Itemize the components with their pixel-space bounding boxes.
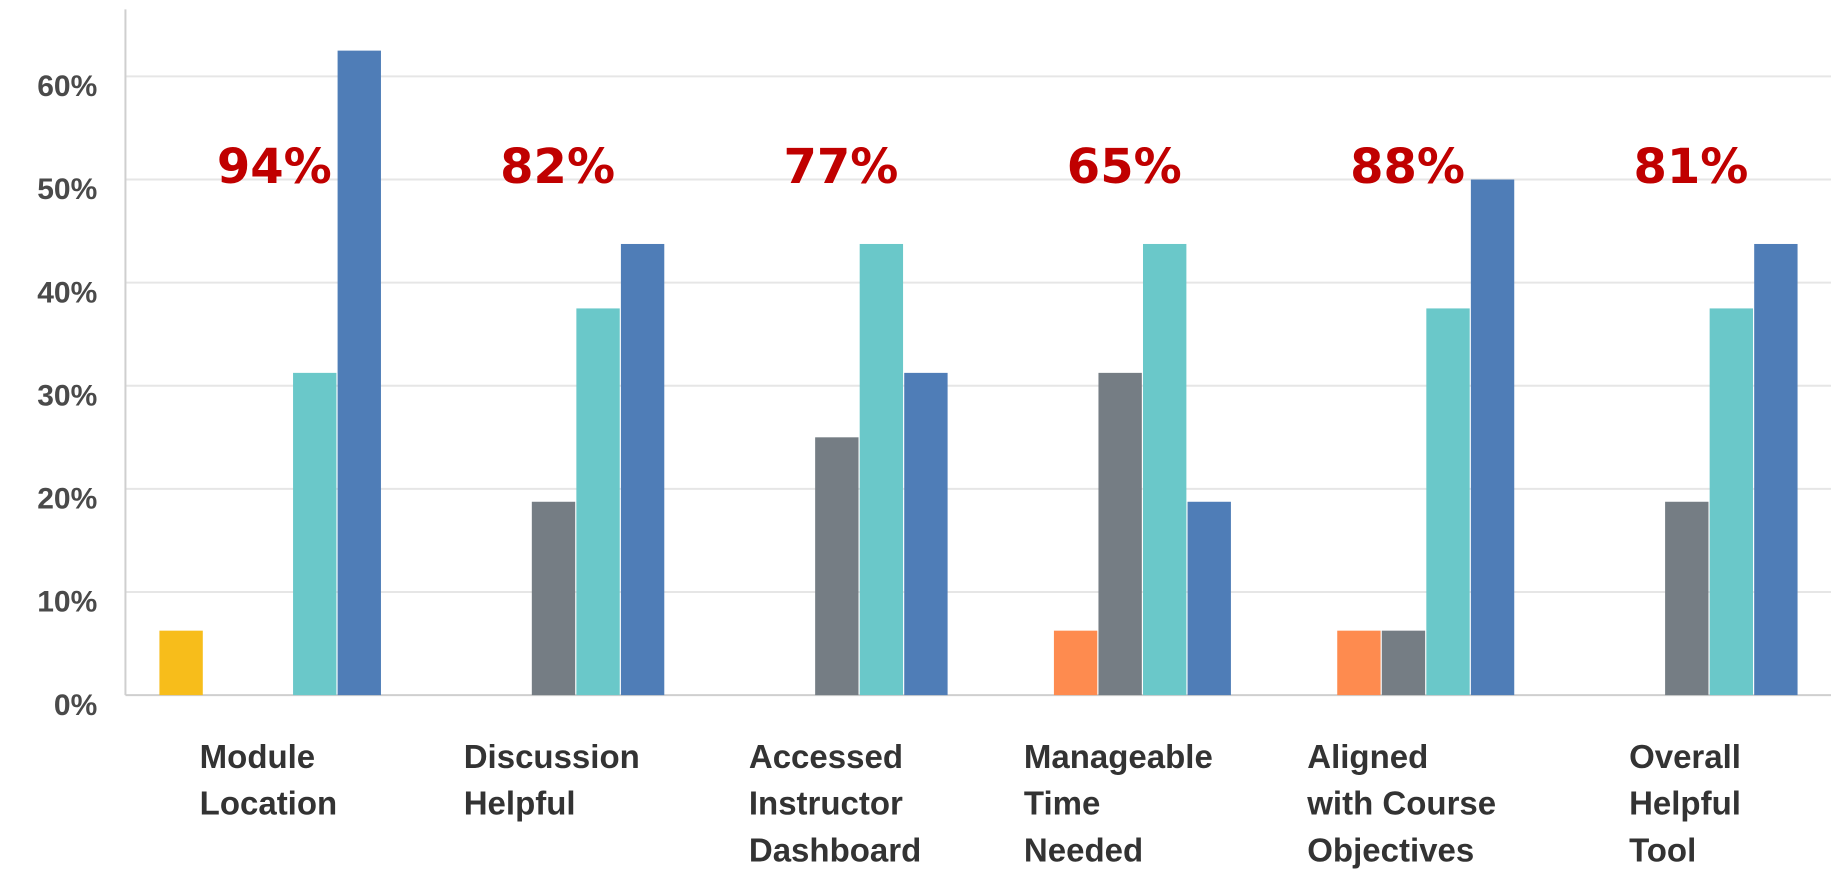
x-tick-label: Accessed Instructor Dashboard	[749, 738, 921, 869]
x-tick-line: Tool	[1629, 832, 1696, 869]
bar	[293, 372, 337, 696]
bar	[1470, 179, 1515, 696]
bar	[576, 308, 620, 696]
bar	[904, 372, 948, 696]
x-tick-line: Instructor	[749, 785, 903, 822]
y-tick-label: 0%	[54, 689, 97, 722]
x-tick-line: Needed	[1024, 832, 1143, 869]
x-tick-line: Overall	[1629, 738, 1741, 775]
x-tick-label: Manageable Time Needed	[1024, 738, 1213, 869]
x-tick-label: Module Location	[200, 738, 338, 822]
bar	[1665, 501, 1709, 696]
bar	[620, 243, 665, 696]
bar	[1709, 308, 1754, 696]
x-tick-line: Dashboard	[749, 832, 921, 869]
x-tick-line: Discussion	[464, 738, 640, 775]
y-tick-label: 50%	[37, 173, 97, 206]
bar	[1053, 630, 1098, 696]
bar	[159, 630, 203, 696]
y-tick-label: 20%	[37, 483, 97, 516]
x-tick-line: Accessed	[749, 738, 903, 775]
bar	[337, 50, 381, 696]
bar	[1337, 630, 1381, 696]
bar	[1426, 308, 1470, 696]
bar	[859, 243, 904, 696]
y-tick-label: 60%	[37, 70, 97, 103]
annotation: 88%	[1350, 139, 1465, 195]
annotation: 94%	[217, 139, 332, 195]
x-tick-label: Aligned with Course Objectives	[1306, 738, 1496, 869]
x-tick-line: Manageable	[1024, 738, 1213, 775]
x-tick-line: Helpful	[1629, 785, 1741, 822]
bar	[1098, 372, 1142, 696]
bar	[815, 437, 859, 696]
x-tick-line: Aligned	[1307, 738, 1428, 775]
bar	[1187, 501, 1231, 696]
bar	[1381, 630, 1426, 696]
annotation: 82%	[500, 139, 615, 195]
x-tick-line: with Course	[1306, 785, 1496, 822]
bar	[531, 501, 576, 696]
x-tick-line: Objectives	[1307, 832, 1474, 869]
y-tick-label: 40%	[37, 276, 97, 309]
bar	[1754, 243, 1798, 696]
annotation: 77%	[783, 139, 898, 195]
bar	[1143, 243, 1187, 696]
x-tick-line: Helpful	[464, 785, 576, 822]
x-tick-label: Discussion Helpful	[464, 738, 640, 822]
y-tick-label: 10%	[37, 586, 97, 619]
annotation: 81%	[1633, 139, 1748, 195]
x-tick-line: Module	[200, 738, 315, 775]
x-tick-line: Time	[1024, 785, 1100, 822]
y-tick-label: 30%	[37, 379, 97, 412]
x-tick-line: Location	[200, 785, 338, 822]
annotation: 65%	[1067, 139, 1182, 195]
x-tick-label: Overall Helpful Tool	[1629, 738, 1741, 869]
